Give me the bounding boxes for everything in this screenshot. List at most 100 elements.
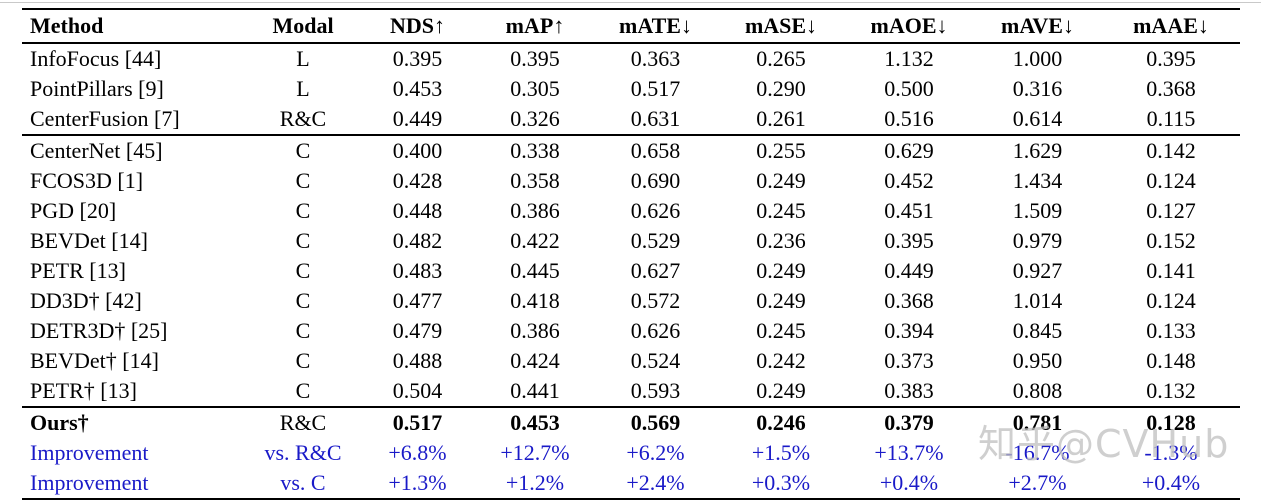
modal-cell: vs. R&C <box>264 440 342 465</box>
value-cell: -1.3% <box>1144 440 1198 465</box>
value-cell: 1.509 <box>1012 198 1063 223</box>
value-cell: 0.569 <box>594 406 717 438</box>
value-cell: 0.132 <box>1146 378 1196 403</box>
value-cell: 0.127 <box>1146 198 1196 223</box>
value-cell: +12.7% <box>500 440 570 465</box>
header-cell-maae: mAAE↓ <box>1102 8 1240 44</box>
value-cell: 0.338 <box>476 134 594 166</box>
method-cell: Improvement <box>22 468 247 500</box>
table-row: PETR [13] C 0.483 0.445 0.627 0.249 0.449 0.927… <box>22 256 1240 286</box>
value-cell: 0.141 <box>1146 258 1196 283</box>
value-cell: 0.627 <box>630 258 681 283</box>
header-cell-mase: mASE↓ <box>717 8 845 44</box>
header-cell-modal: Modal <box>247 8 359 44</box>
value-cell: 0.249 <box>756 168 806 193</box>
value-cell: 0.395 <box>510 46 560 71</box>
table-row: DETR3D† [25] C 0.479 0.386 0.626 0.245 0.394 0.… <box>22 316 1240 346</box>
value-cell: 0.482 <box>392 228 443 253</box>
table-row: FCOS3D [1] C 0.428 0.358 0.690 0.249 0.452 1.43… <box>22 166 1240 196</box>
value-cell: 0.690 <box>630 168 681 193</box>
value-cell: 0.395 <box>392 46 443 71</box>
value-cell: 0.529 <box>630 228 681 253</box>
value-cell: 0.500 <box>884 76 934 101</box>
value-cell: 1.014 <box>1012 288 1063 313</box>
value-cell: 0.261 <box>756 106 806 131</box>
modal-cell: L <box>296 76 310 101</box>
value-cell: 0.449 <box>884 258 934 283</box>
header-row: Method Modal NDS↑ mAP↑ mATE↓ mASE↓ mAOE↓ mAVE↓ m… <box>22 8 1240 44</box>
value-cell: 0.363 <box>630 46 681 71</box>
value-cell: 0.386 <box>510 198 560 223</box>
value-cell: 0.479 <box>392 318 443 343</box>
modal-cell: R&C <box>279 106 327 131</box>
modal-cell: C <box>295 348 311 373</box>
top-hairline <box>0 2 1261 3</box>
method-cell: Ours† <box>22 406 247 438</box>
table-row: DD3D† [42] C 0.477 0.418 0.572 0.249 0.368 1.01… <box>22 286 1240 316</box>
value-cell: 0.379 <box>845 406 973 438</box>
value-cell: 0.593 <box>630 378 681 403</box>
method-cell: FCOS3D [1] <box>30 168 144 193</box>
value-cell: 1.629 <box>973 134 1102 166</box>
value-cell: 0.383 <box>884 378 934 403</box>
value-cell: 0.133 <box>1146 318 1196 343</box>
value-cell: 0.152 <box>1146 228 1196 253</box>
value-cell: +6.2% <box>626 440 685 465</box>
value-cell: 0.246 <box>717 406 845 438</box>
header-cell-map: mAP↑ <box>476 8 594 44</box>
value-cell: 0.386 <box>510 318 560 343</box>
value-cell: 0.124 <box>1146 168 1196 193</box>
value-cell: 0.477 <box>392 288 443 313</box>
value-cell: +1.2% <box>476 468 594 500</box>
modal-cell: C <box>295 288 311 313</box>
table-row: InfoFocus [44] L 0.395 0.395 0.363 0.265 1.132… <box>22 43 1240 74</box>
value-cell: 0.249 <box>756 288 806 313</box>
value-cell: 0.148 <box>1146 348 1196 373</box>
value-cell: 0.448 <box>392 198 443 223</box>
value-cell: 0.400 <box>359 134 476 166</box>
value-cell: 0.524 <box>630 348 681 373</box>
header-cell-maoe: mAOE↓ <box>845 8 973 44</box>
modal-cell: vs. C <box>247 468 359 500</box>
value-cell: 0.483 <box>392 258 443 283</box>
table-row: BEVDet [14] C 0.482 0.422 0.529 0.236 0.395 0.9… <box>22 226 1240 256</box>
method-cell: CenterNet [45] <box>22 134 247 166</box>
value-cell: 0.453 <box>392 76 443 101</box>
value-cell: 0.358 <box>510 168 560 193</box>
header-cell-nds: NDS↑ <box>359 8 476 44</box>
value-cell: 0.504 <box>392 378 443 403</box>
value-cell: +2.4% <box>594 468 717 500</box>
method-cell: PETR [13] <box>30 258 126 283</box>
value-cell: 0.373 <box>884 348 934 373</box>
value-cell: 0.488 <box>392 348 443 373</box>
value-cell: 0.290 <box>756 76 806 101</box>
modal-cell: C <box>295 168 311 193</box>
table-row: CenterFusion [7] R&C 0.449 0.326 0.631 0.261 0… <box>22 104 1240 135</box>
method-cell: PointPillars [9] <box>30 76 164 101</box>
header-cell-mave: mAVE↓ <box>973 8 1102 44</box>
value-cell: +1.5% <box>751 440 811 465</box>
value-cell: 0.395 <box>884 228 934 253</box>
value-cell: 0.249 <box>756 378 806 403</box>
modal-cell: C <box>247 134 359 166</box>
value-cell: 0.249 <box>756 258 806 283</box>
value-cell: 0.445 <box>510 258 560 283</box>
header-cell-mate: mATE↓ <box>594 8 717 44</box>
value-cell: 0.631 <box>630 106 681 131</box>
value-cell: 0.242 <box>756 348 806 373</box>
value-cell: 0.452 <box>884 168 934 193</box>
value-cell: 0.441 <box>510 378 560 403</box>
value-cell: +0.3% <box>717 468 845 500</box>
value-cell: 0.245 <box>756 198 806 223</box>
value-cell: 0.394 <box>884 318 934 343</box>
table-row: PETR† [13] C 0.504 0.441 0.593 0.249 0.383 0.80… <box>22 376 1240 407</box>
value-cell: 0.236 <box>756 228 806 253</box>
value-cell: 0.979 <box>1012 228 1063 253</box>
value-cell: +0.4% <box>845 468 973 500</box>
value-cell: 0.614 <box>1012 106 1063 131</box>
value-cell: 1.000 <box>1012 46 1063 71</box>
value-cell: 0.516 <box>884 106 934 131</box>
value-cell: 0.781 <box>973 406 1102 438</box>
method-cell: Improvement <box>30 440 149 465</box>
value-cell: 0.449 <box>392 106 443 131</box>
